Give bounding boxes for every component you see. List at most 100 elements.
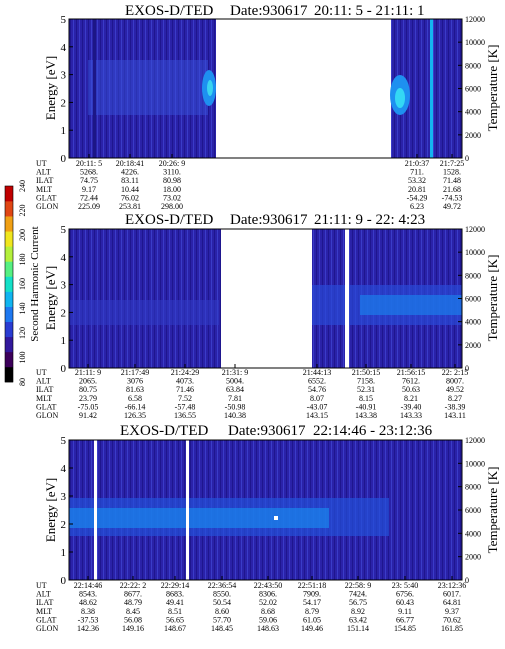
panel-3-title-range: 22:14:46 - 23:12:36 [313, 423, 433, 439]
panel-2-y2label: Temperature [K] [485, 255, 500, 342]
y2-tick-label: 10000 [465, 459, 485, 468]
ephemeris-value: -75.05 [78, 402, 99, 411]
ephemeris-value: 143.11 [444, 411, 466, 420]
ephemeris-value: 9.11 [398, 607, 412, 616]
panel-3-ephemeris: UTALTILATMLTGLATGLON22:14:468543.48.628.… [36, 576, 466, 633]
panel-3: EXOS-D/TED Date:930617 22:14:46 - 23:12:… [36, 423, 500, 633]
ephemeris-value: 48.79 [124, 598, 142, 607]
ephemeris-row-label: GLAT [36, 615, 57, 624]
ephemeris-value: 6017. [443, 590, 461, 599]
ephemeris-value: 8.15 [359, 394, 373, 403]
ephemeris-value: 56.75 [349, 598, 367, 607]
y2-tick-label: 2000 [465, 553, 481, 562]
ephemeris-value: -74.53 [442, 193, 463, 202]
ephemeris-value: 23:12:36 [438, 581, 466, 590]
ephemeris-value: 22:51:18 [298, 581, 326, 590]
y-tick-label: 0 [61, 363, 67, 375]
y-tick-label: 2 [61, 97, 67, 109]
panel-2-gap [221, 229, 312, 368]
y2-tick-label: 12000 [465, 225, 485, 234]
ephemeris-value: 3110. [163, 168, 181, 177]
ephemeris-row-label: MLT [36, 185, 52, 194]
ephemeris-value: 8.38 [81, 607, 95, 616]
colorbar-cell [5, 186, 13, 202]
y2-tick-label: 8000 [465, 61, 481, 70]
ephemeris-value: 59.06 [259, 615, 277, 624]
ephemeris-value: 253.81 [119, 202, 141, 211]
ephemeris-value: 6756. [396, 590, 414, 599]
ephemeris-value: 22:58: 9 [345, 581, 371, 590]
colorbar-tick-label: 80 [18, 378, 27, 386]
ephemeris-value: 8.51 [168, 607, 182, 616]
panel-2-band-left [69, 300, 219, 325]
colorbar-label: Second Harmonic Current [29, 226, 41, 341]
y2-tick-label: 8000 [465, 271, 481, 280]
ephemeris-value: 21:7:25 [440, 159, 464, 168]
ephemeris-value: 49.41 [166, 598, 184, 607]
ephemeris-value: 21:17:49 [121, 368, 149, 377]
y2-tick-label: 12000 [465, 436, 485, 445]
colorbar-tick-label: 220 [18, 205, 27, 217]
ephemeris-value: -43.07 [307, 402, 328, 411]
panel-2-gap-line [345, 229, 349, 368]
ephemeris-row-label: UT [36, 159, 47, 168]
panel-1-streak [93, 19, 96, 158]
ephemeris-value: 22:36:54 [208, 581, 236, 590]
ephemeris-row-label: ALT [36, 168, 51, 177]
ephemeris-row-label: ILAT [36, 176, 53, 185]
ephemeris-row-label: GLAT [36, 402, 57, 411]
panel-1-title-date: Date:930617 [230, 3, 308, 19]
panel-1-ylabel: Energy [eV] [43, 56, 58, 120]
panel-2-y-ticks: 0 1 2 3 4 5 [61, 224, 73, 375]
ephemeris-value: 8.92 [351, 607, 365, 616]
panel-1-y-ticks: 0 1 2 3 4 5 [61, 14, 73, 165]
colorbar-cell [5, 351, 13, 368]
colorbar-cell [5, 366, 13, 383]
panel-1-hot-spot-left-core [207, 80, 213, 96]
ephemeris-row-label: GLAT [36, 193, 57, 202]
ephemeris-value: 64.81 [443, 598, 461, 607]
colorbar-cell [5, 291, 13, 307]
ephemeris-value: 56.08 [124, 615, 142, 624]
ephemeris-value: 23: 5:40 [392, 581, 418, 590]
ephemeris-row-label: GLON [36, 202, 58, 211]
ephemeris-value: 142.36 [77, 624, 99, 633]
ephemeris-row-label: GLON [36, 411, 58, 420]
ephemeris-value: 20:26: 9 [159, 159, 185, 168]
ephemeris-value: 21:11: 9 [75, 368, 101, 377]
y2-tick-label: 2000 [465, 341, 481, 350]
ephemeris-value: 52.31 [357, 385, 375, 394]
ephemeris-row-label: MLT [36, 394, 52, 403]
colorbar-tick-label: 180 [18, 254, 27, 266]
ephemeris-value: 143.38 [355, 411, 377, 420]
ephemeris-value: 91.42 [79, 411, 97, 420]
colorbar-ticks: 80 100 120 140 160 180 200 220 240 [18, 180, 27, 386]
ephemeris-value: 5004. [226, 377, 244, 386]
ephemeris-value: 140.38 [224, 411, 246, 420]
y2-tick-label: 4000 [465, 529, 481, 538]
ephemeris-value: -54.29 [407, 193, 428, 202]
ephemeris-value: 8306. [259, 590, 277, 599]
ephemeris-value: 5268. [80, 168, 98, 177]
y2-tick-label: 0 [465, 364, 469, 373]
ephemeris-value: 8.79 [305, 607, 319, 616]
panel-3-gap-1 [94, 440, 97, 580]
ephemeris-value: 136.55 [174, 411, 196, 420]
y-tick-label: 1 [61, 335, 67, 347]
ephemeris-value: 7424. [349, 590, 367, 599]
ephemeris-value: 7158. [357, 377, 375, 386]
y2-tick-label: 2000 [465, 131, 481, 140]
ephemeris-value: 9.17 [82, 185, 96, 194]
ephemeris-value: -66.14 [125, 402, 146, 411]
ephemeris-value: 22:43:50 [254, 581, 282, 590]
ephemeris-row-label: MLT [36, 607, 52, 616]
panel-2-title-date: Date:930617 [230, 212, 308, 228]
ephemeris-value: 73.02 [163, 193, 181, 202]
colorbar: 80 100 120 140 160 180 200 220 240 Second Harmon… [4, 180, 41, 386]
y2-tick-label: 0 [465, 154, 469, 163]
ephemeris-row-label: ILAT [36, 385, 53, 394]
colorbar-tick-label: 140 [18, 303, 27, 315]
ephemeris-value: 143.33 [400, 411, 422, 420]
ephemeris-value: 8.07 [310, 394, 324, 403]
